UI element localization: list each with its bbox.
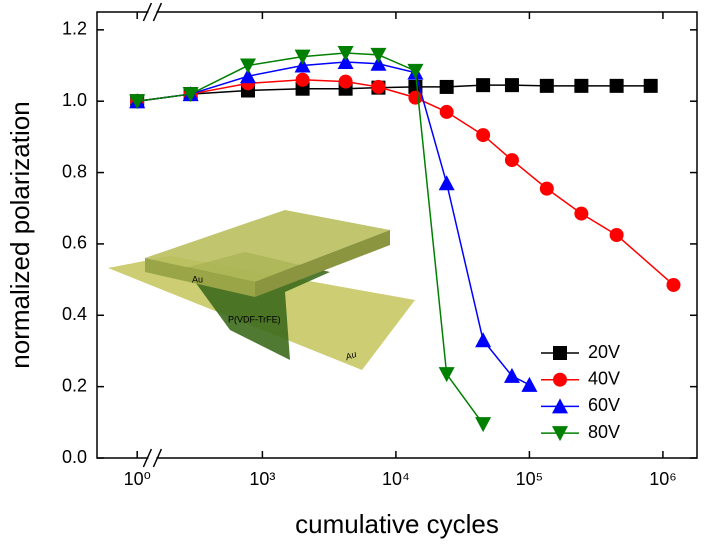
marker [439,104,454,119]
x-tick-label: 10⁵ [516,469,543,489]
marker [438,367,455,383]
marker [609,228,624,242]
series [129,46,492,433]
marker [504,78,519,93]
marker [337,53,354,69]
legend-marker [552,426,568,442]
series-line [137,84,651,102]
inset-label: Au [192,274,203,284]
y-tick-label: 0.0 [62,447,87,467]
axis-break-gap [148,2,157,22]
axis-break [152,448,163,468]
axis-break [142,2,153,22]
marker [476,78,491,93]
marker [338,74,353,89]
marker [666,277,681,292]
series-line [137,79,674,286]
y-axis-label: normalized polarization [5,101,35,368]
inset-device: Au P(VDF-TrFE) Au [108,210,415,370]
legend-marker [553,346,567,360]
series [130,78,658,109]
marker [503,367,520,383]
marker [539,181,554,196]
legend-marker [553,372,567,387]
y-tick-label: 1.0 [62,90,87,110]
x-axis-label: cumulative cycles [295,509,499,539]
marker [182,87,199,103]
y-tick-label: 0.4 [62,304,87,324]
series [129,53,538,392]
y-tick-label: 0.8 [62,161,87,181]
axis-break-gap [148,448,157,468]
inset-label: P(VDF-TrFE) [228,314,281,324]
marker [609,78,624,93]
marker [476,128,491,143]
legend-label: 40V [588,368,620,388]
marker [521,376,538,392]
x-tick-label: 10³ [249,469,275,489]
marker [574,78,589,93]
x-tick-label: 10⁶ [649,469,676,489]
marker [294,49,311,65]
marker [407,63,424,79]
axis-break [142,448,153,468]
marker [475,417,492,433]
marker [129,94,146,110]
x-tick-label: 10⁴ [382,469,410,489]
marker [239,68,256,84]
marker [239,58,256,74]
marker [295,72,310,87]
legend-label: 80V [588,422,620,442]
marker [337,46,354,62]
legend-label: 60V [588,395,620,415]
marker [370,55,387,71]
x-tick-label: 10⁰ [124,469,151,489]
legend-label: 20V [588,342,620,362]
marker [371,79,386,94]
marker [439,79,454,94]
inset-label: Au [343,349,358,363]
plot-frame [96,11,698,459]
marker [643,78,658,93]
marker [370,47,387,63]
marker [504,153,519,168]
marker [574,206,589,221]
legend-marker [552,398,568,414]
axis-break [152,2,163,22]
y-tick-label: 1.2 [62,19,87,39]
y-tick-label: 0.6 [62,233,87,253]
marker [294,57,311,73]
y-tick-label: 0.2 [62,375,87,395]
marker [438,175,455,191]
marker [475,332,492,348]
marker [539,78,554,93]
